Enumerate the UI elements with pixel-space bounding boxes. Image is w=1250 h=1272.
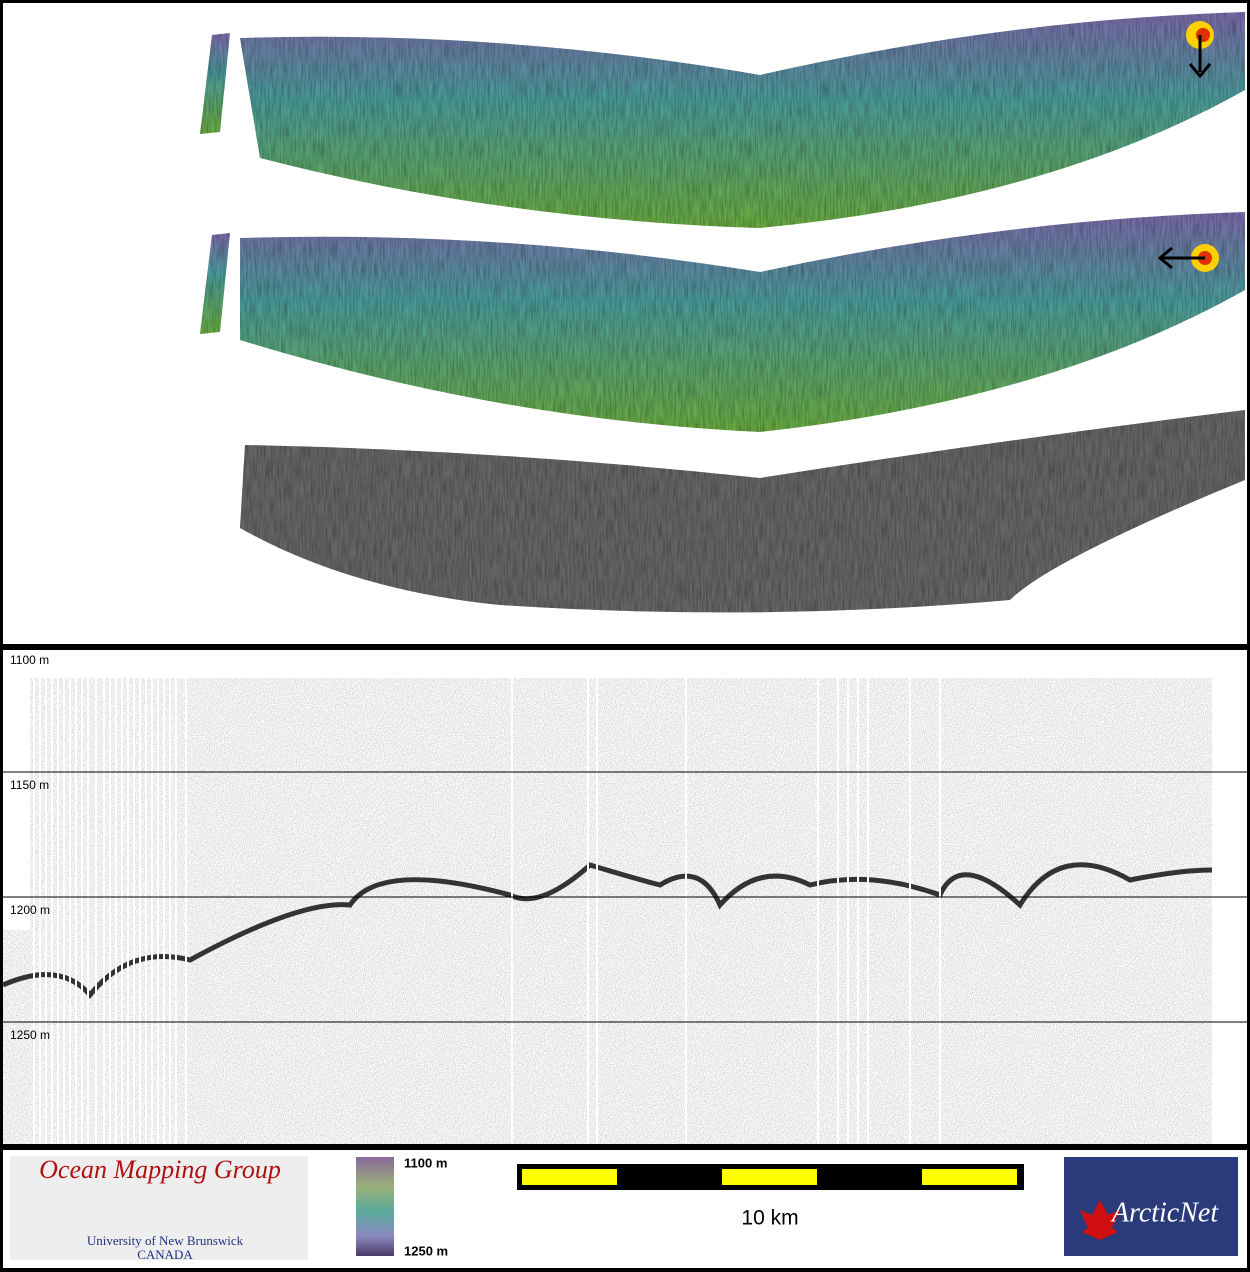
- scale-bar: [517, 1164, 1024, 1190]
- bathymetry-swath: [200, 12, 1245, 613]
- logo-left: Ocean Mapping Group University of New Br…: [10, 1155, 308, 1262]
- logo-text: ArcticNet: [1110, 1197, 1219, 1228]
- logo-title: Ocean Mapping Group: [39, 1155, 281, 1184]
- logo-country: CANADA: [137, 1247, 193, 1262]
- depth-label: 1100 m: [10, 653, 49, 667]
- colorbar-label: 1100 m: [404, 1155, 447, 1170]
- profile-panel: 1100 m 1150 m 1200 m 1250 m: [1, 646, 1247, 1144]
- scale-label: 10 km: [741, 1207, 798, 1230]
- sun-icon: [1157, 21, 1219, 272]
- logo-subtitle: University of New Brunswick: [87, 1233, 244, 1248]
- colorbar-label: 1250 m: [404, 1243, 448, 1258]
- colorbar: [356, 1157, 394, 1256]
- depth-label: 1200 m: [10, 903, 50, 917]
- depth-label: 1250 m: [10, 1028, 50, 1042]
- logo-right: ArcticNet: [1064, 1157, 1238, 1256]
- depth-label: 1150 m: [10, 778, 49, 792]
